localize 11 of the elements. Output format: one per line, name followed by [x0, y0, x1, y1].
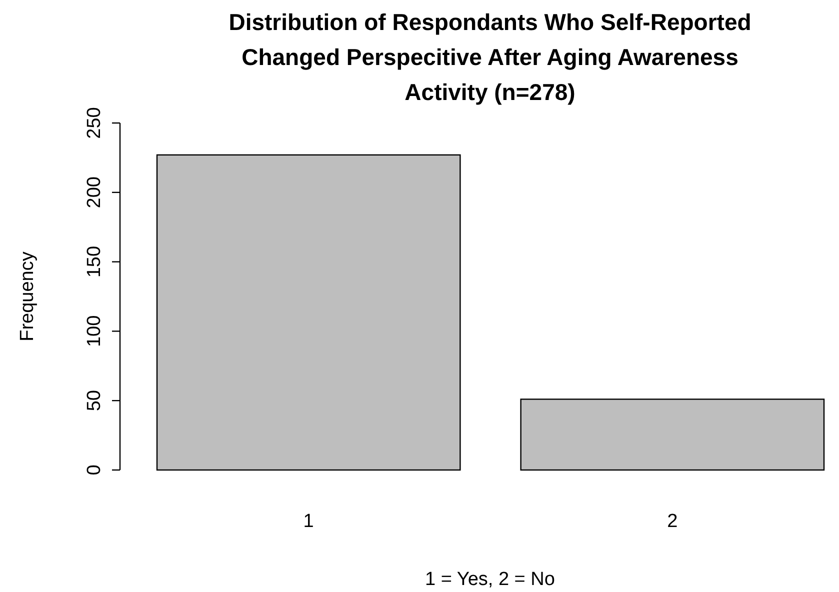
y-tick-label: 100: [84, 315, 105, 348]
y-tick-label: 50: [84, 390, 105, 412]
y-tick-label: 200: [84, 176, 105, 208]
x-tick-label: 2: [667, 511, 678, 532]
x-axis-title: 1 = Yes, 2 = No: [425, 569, 555, 590]
y-axis-title: Frequency: [17, 251, 38, 342]
chart-title: Distribution of Respondants Who Self-Reported Changed Perspecitive After Aging Awareness Activity (n=278): [228, 9, 752, 105]
y-tick-label: 0: [84, 464, 105, 476]
x-tick-label: 1: [303, 511, 314, 532]
y-tick-label: 250: [84, 107, 105, 139]
y-tick-label: 150: [84, 246, 105, 278]
